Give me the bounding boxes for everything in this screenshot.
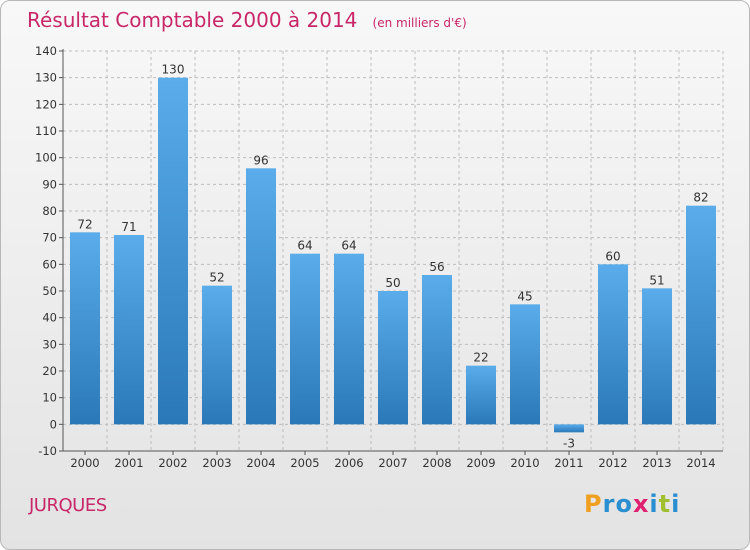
value-labels: 72 71 130 52 96 64 64 50 56 22 45 -3 60 51 82: [77, 63, 708, 451]
y-tick-label: 130: [35, 71, 57, 85]
x-tick-label: 2006: [334, 456, 363, 470]
y-tick-label: 10: [42, 391, 57, 405]
y-tick-label: 90: [42, 177, 57, 191]
y-tick-label: 30: [42, 337, 57, 351]
y-tick-label: 40: [42, 311, 57, 325]
x-tick-label: 2011: [554, 456, 583, 470]
bar-2013: [642, 288, 672, 425]
axes: -10 0 10 20 30 40 50 60 70 80 90 100 110 120 130 140 200…: [35, 44, 723, 470]
value-label: 64: [341, 239, 356, 253]
x-tick-label: 2005: [290, 456, 319, 470]
y-tick-label: 50: [42, 284, 57, 298]
logo-letter: i: [671, 490, 681, 518]
bars: [70, 77, 716, 433]
value-label: 52: [209, 271, 224, 285]
logo-letter: x: [632, 490, 650, 518]
y-tick-label: 60: [42, 257, 57, 271]
bar-2012: [598, 264, 628, 425]
proxiti-logo: Proxiti: [584, 490, 680, 518]
x-tick-label: 2010: [510, 456, 539, 470]
value-label: 56: [429, 260, 444, 274]
bar-2003: [202, 285, 232, 425]
logo-letter: i: [649, 490, 659, 518]
logo-letter: r: [602, 490, 616, 518]
bar-2005: [290, 253, 320, 425]
bar-2014: [686, 205, 716, 425]
y-tick-label: 20: [42, 364, 57, 378]
x-tick-label: 2007: [378, 456, 407, 470]
title-unit: (en milliers d'€): [372, 16, 467, 30]
value-label: 50: [385, 276, 400, 290]
chart-title: Résultat Comptable 2000 à 2014 (en milli…: [27, 8, 467, 32]
y-tick-label: 0: [50, 417, 57, 431]
value-label: 96: [253, 153, 268, 167]
x-tick-label: 2008: [422, 456, 451, 470]
x-tick-label: 2009: [466, 456, 495, 470]
y-tick-label: 70: [42, 231, 57, 245]
y-tick-label: 100: [35, 151, 57, 165]
x-tick-label: 2014: [686, 456, 715, 470]
bar-2008: [422, 275, 452, 425]
x-tick-label: 2013: [642, 456, 671, 470]
value-label: 72: [77, 217, 92, 231]
logo-letter: t: [658, 490, 672, 518]
y-tick-label: 120: [35, 97, 57, 111]
value-label: 82: [693, 191, 708, 205]
x-tick-label: 2003: [202, 456, 231, 470]
y-tick-label: 80: [42, 204, 57, 218]
value-label: 45: [517, 289, 532, 303]
bar-2010: [510, 304, 540, 425]
y-tick-label: 110: [35, 124, 57, 138]
bar-2006: [334, 253, 364, 425]
y-tick-label: -10: [38, 444, 57, 458]
x-tick-label: 2000: [70, 456, 99, 470]
commune-name: JURQUES: [29, 495, 107, 516]
logo-letter: P: [584, 490, 603, 518]
value-label: 71: [121, 220, 136, 234]
x-tick-label: 2002: [158, 456, 187, 470]
value-label: 51: [649, 273, 664, 287]
value-label: 22: [473, 351, 488, 365]
bar-2002: [158, 77, 188, 425]
bar-2001: [114, 235, 144, 425]
y-tick-label: 140: [35, 44, 57, 58]
value-label: 130: [162, 63, 185, 77]
title-text: Résultat Comptable 2000 à 2014: [27, 8, 358, 32]
x-tick-label: 2012: [598, 456, 627, 470]
x-tick-label: 2004: [246, 456, 275, 470]
bar-2004: [246, 168, 276, 425]
logo-letter: o: [615, 490, 633, 518]
bar-2009: [466, 365, 496, 425]
value-label: -3: [563, 436, 575, 450]
value-label: 64: [297, 239, 312, 253]
x-tick-label: 2001: [114, 456, 143, 470]
value-label: 60: [605, 249, 620, 263]
bar-2000: [70, 232, 100, 425]
bar-2011: [554, 424, 584, 433]
bar-2007: [378, 291, 408, 425]
